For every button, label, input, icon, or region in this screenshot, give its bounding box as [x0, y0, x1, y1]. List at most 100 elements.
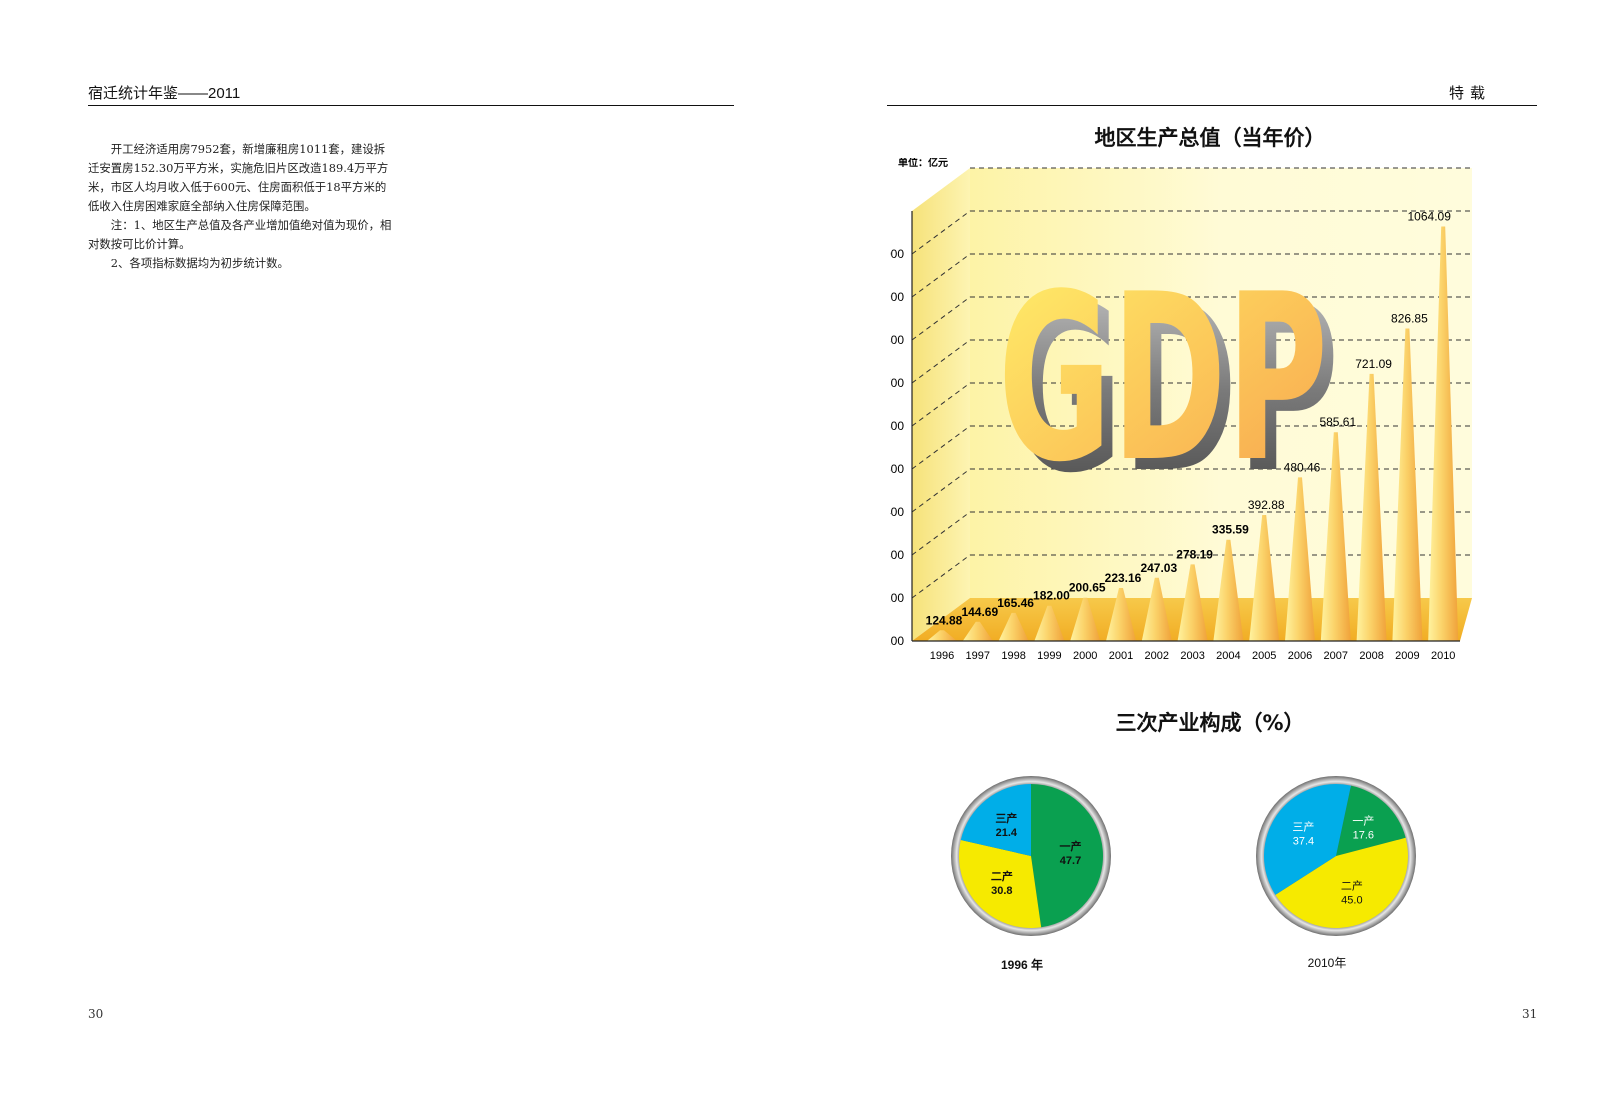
gdp-cone-bar — [1213, 539, 1244, 641]
x-tick-label: 2009 — [1395, 650, 1419, 662]
grid-line-diagonal — [911, 296, 971, 341]
y-tick-label: 500 — [890, 462, 904, 476]
pie-slice — [1275, 837, 1408, 929]
pie-slice — [959, 839, 1042, 928]
gdp-value-label: 144.69 — [961, 605, 998, 619]
gdp-cone-bar — [1034, 605, 1065, 641]
left-text-column: 开工经济适用房7952套，新增廉租房1011套，建设拆迁安置房152.30万平方… — [88, 140, 393, 273]
gdp-value-label: 480.46 — [1284, 460, 1321, 474]
pie-slice-value: 17.6 — [1353, 829, 1374, 841]
pie-slice — [1264, 784, 1351, 895]
pie-slice-name: 三产 — [1292, 819, 1314, 833]
y-tick-label: 1000 — [890, 247, 904, 261]
y-tick-label: 600 — [890, 419, 904, 433]
pie-slice — [960, 784, 1031, 856]
gdp-value-label: 182.00 — [1033, 589, 1070, 603]
x-tick-label: 2001 — [1109, 650, 1133, 662]
gdp-value-label: 124.88 — [926, 613, 963, 627]
grid-line-diagonal — [911, 511, 971, 556]
x-tick-label: 2002 — [1145, 650, 1169, 662]
gdp-cone-bar — [1356, 373, 1387, 641]
x-tick-label: 1999 — [1037, 650, 1061, 662]
gdp-cone-bar — [998, 612, 1029, 641]
gdp-chart: GDP GDP 单位：亿元 100 200 300 400 500 600 700 800 90… — [890, 158, 1472, 662]
pie-slice-name: 一产 — [1060, 839, 1082, 853]
gdp-cone-bar — [1249, 515, 1280, 641]
x-tick-label: 2004 — [1216, 650, 1240, 662]
gdp-value-label: 335.59 — [1212, 523, 1249, 537]
svg-text:GDP: GDP — [998, 246, 1328, 513]
left-page-header: 宿迁统计年鉴——2011 — [88, 85, 241, 102]
gdp-value-label: 278.19 — [1176, 547, 1213, 561]
gdp-cone-bar — [1320, 432, 1351, 641]
x-tick-label: 2007 — [1324, 650, 1348, 662]
x-tick-label: 2006 — [1288, 650, 1312, 662]
gdp-cone-bar — [1070, 597, 1101, 641]
y-tick-label: 200 — [890, 591, 904, 605]
gdp-value-label: 585.61 — [1319, 415, 1356, 429]
gdp-cone-bar — [962, 621, 993, 641]
x-tick-label: 2005 — [1252, 650, 1276, 662]
gdp-value-label: 721.09 — [1355, 357, 1392, 371]
gdp-value-label: 392.88 — [1248, 498, 1285, 512]
gdp-cone-bar — [1428, 226, 1459, 642]
pie-slice-name: 三产 — [995, 811, 1017, 825]
grid-line-diagonal — [911, 425, 971, 470]
pie-slice-value: 37.4 — [1293, 835, 1314, 847]
grid-line-diagonal — [911, 468, 971, 513]
pie-chart-title: 三次产业构成（%） — [1115, 711, 1305, 735]
gdp-cone-bar — [927, 630, 957, 641]
x-tick-label: 1996 — [930, 650, 954, 662]
y-tick-label: 800 — [890, 333, 904, 347]
grid-line-diagonal — [911, 339, 971, 384]
y-tick-label: 300 — [890, 548, 904, 562]
gdp-value-label: 200.65 — [1069, 581, 1106, 595]
pie-slice-value: 30.8 — [991, 885, 1012, 897]
unit-label: 单位：亿元 — [898, 158, 948, 169]
gdp-value-label: 1064.09 — [1408, 209, 1452, 223]
gdp-value-label: 826.85 — [1391, 311, 1428, 325]
pie-slice-name: 一产 — [1352, 813, 1374, 827]
x-tick-label: 2000 — [1073, 650, 1097, 662]
pie-slice — [1336, 785, 1406, 856]
industry-structure-pies: 一产 47.7 二产 30.8 三产 21.4 一产 17.6 二产 45.0 三产 37.4 — [951, 776, 1416, 936]
gdp-value-label: 165.46 — [997, 596, 1034, 610]
right-header-rule — [887, 105, 1537, 106]
gdp-cone-bar — [1106, 588, 1136, 641]
note-2: 2、各项指标数据均为初步统计数。 — [110, 256, 289, 270]
y-tick-label: 100 — [890, 634, 904, 648]
left-header-rule — [88, 105, 734, 106]
grid-line-diagonal — [911, 253, 971, 298]
pie-slice-value: 21.4 — [996, 827, 1018, 839]
x-tick-label: 2010 — [1431, 650, 1455, 662]
right-page-header: 特载 — [1448, 85, 1491, 102]
pie-slice — [1031, 784, 1103, 928]
pie-slice-name: 二产 — [1341, 878, 1363, 892]
gdp-value-label: 247.03 — [1140, 561, 1177, 575]
gdp-watermark: GDP GDP — [998, 246, 1339, 524]
body-paragraph: 开工经济适用房7952套，新增廉租房1011套，建设拆迁安置房152.30万平方… — [88, 142, 389, 213]
pie-caption-1996: 1996 年 — [1000, 958, 1044, 972]
y-tick-label: 900 — [890, 290, 904, 304]
grid-line-diagonal — [911, 210, 971, 255]
gdp-value-label: 223.16 — [1105, 571, 1142, 585]
grid-line-diagonal — [911, 554, 971, 599]
gdp-cone-bar — [1285, 477, 1315, 641]
page-number-left: 30 — [88, 1007, 104, 1021]
pie-slice-name: 二产 — [991, 869, 1013, 883]
gdp-cone-bar — [1141, 577, 1172, 641]
x-tick-label: 1997 — [966, 650, 990, 662]
gdp-cone-bar — [1177, 564, 1208, 641]
gdp-chart-title: 地区生产总值（当年价） — [1094, 126, 1326, 150]
y-tick-label: 700 — [890, 376, 904, 390]
page-number-right: 31 — [1522, 1007, 1538, 1021]
y-tick-label: 400 — [890, 505, 904, 519]
pie-slice-value: 47.7 — [1060, 855, 1081, 867]
grid-line-diagonal — [911, 382, 971, 427]
note-1: 注：1、地区生产总值及各产业增加值绝对值为现价，相对数按可比价计算。 — [88, 218, 392, 251]
svg-text:GDP: GDP — [1009, 257, 1339, 524]
pie-caption-2010: 2010年 — [1307, 956, 1347, 970]
x-tick-label: 2003 — [1180, 650, 1204, 662]
x-tick-label: 2008 — [1359, 650, 1383, 662]
pie-slice-value: 45.0 — [1341, 894, 1362, 906]
